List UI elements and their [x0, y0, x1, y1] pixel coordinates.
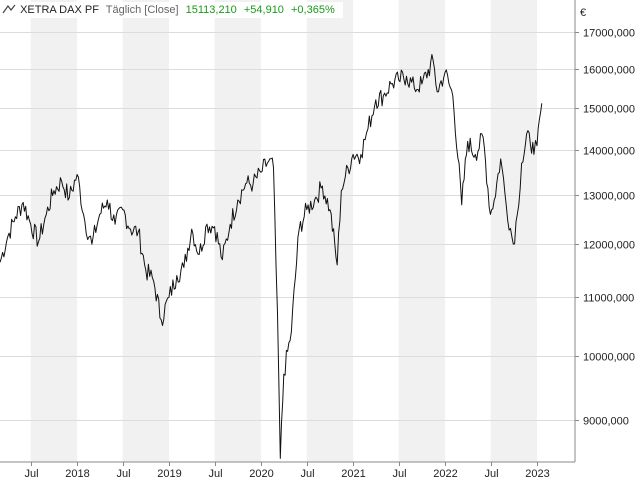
x-tick-label: Jul	[484, 468, 498, 480]
x-tick-label: Jul	[24, 468, 38, 480]
shade-band	[490, 0, 537, 462]
y-tick-label: 9000,000	[583, 416, 629, 428]
y-tick-label: 13000,000	[583, 191, 635, 203]
x-tick-label: 2021	[341, 468, 365, 480]
chart-legend: XETRA DAX PF Täglich [Close] 15113,210 +…	[2, 2, 343, 18]
x-tick-label: Jul	[392, 468, 406, 480]
y-tick-label: 10000,000	[583, 352, 635, 364]
y-tick-label: 17000,000	[583, 28, 635, 40]
shade-band	[30, 0, 78, 462]
chart-mode[interactable]: Täglich [Close]	[105, 4, 179, 16]
x-axis-ticks: Jul 2018 Jul 2019 Jul 2020 Jul 2021 Jul 2022 Jul 20…	[24, 462, 550, 480]
line-chart-icon	[2, 4, 16, 14]
x-tick-label: Jul	[208, 468, 222, 480]
shade-band	[306, 0, 354, 462]
x-tick-label: 2020	[249, 468, 273, 480]
price-change: +54,910	[243, 4, 284, 16]
y-tick-label: 15000,000	[583, 104, 635, 116]
x-tick-label: Jul	[300, 468, 314, 480]
y-tick-label: 14000,000	[583, 146, 635, 158]
grid-lines	[0, 32, 575, 421]
shade-band	[122, 0, 169, 462]
last-price: 15113,210	[185, 4, 237, 16]
x-tick-label: 2022	[433, 468, 457, 480]
instrument-name[interactable]: XETRA DAX PF	[20, 4, 99, 16]
shade-band	[214, 0, 261, 462]
series-line	[0, 54, 543, 459]
x-tick-label: 2019	[157, 468, 181, 480]
period-shading	[30, 0, 537, 462]
x-tick-label: 2023	[525, 468, 549, 480]
x-tick-label: 2018	[65, 468, 89, 480]
y-tick-label: 12000,000	[583, 240, 635, 252]
x-tick-label: Jul	[116, 468, 130, 480]
currency-label: €	[580, 7, 586, 19]
price-change-percent: +0,365%	[291, 4, 335, 16]
y-axis-ticks: 9000,000 10000,000 11000,000 12000,000 13000…	[575, 28, 635, 428]
y-tick-label: 16000,000	[583, 65, 635, 77]
series-group	[0, 54, 543, 459]
y-tick-label: 11000,000	[583, 293, 634, 305]
